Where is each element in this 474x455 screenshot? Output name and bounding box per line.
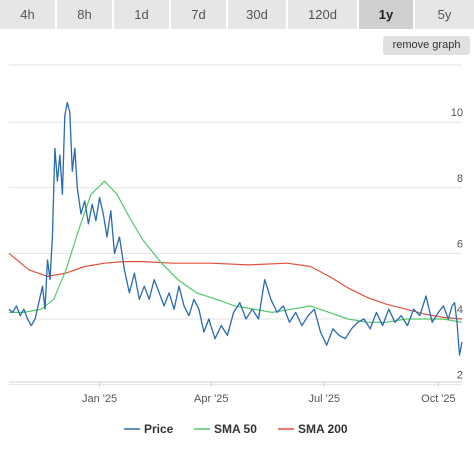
- time-range-selector: 4h 8h 1d 7d 30d 120d 1y 5y: [0, 0, 474, 30]
- y-tick-label: 8: [457, 173, 463, 185]
- range-button-1d[interactable]: 1d: [114, 0, 171, 29]
- legend: Price SMA 50 SMA 200: [124, 422, 348, 436]
- legend-label: SMA 200: [298, 422, 348, 436]
- x-tick-label: Jul '25: [309, 393, 340, 405]
- y-axis-ticks: 2 4 6 8 10: [451, 107, 463, 381]
- x-tick-label: Oct '25: [421, 393, 456, 405]
- legend-label: Price: [144, 422, 174, 436]
- series-line-price: [8, 101, 463, 356]
- y-tick-label: 4: [457, 304, 463, 316]
- y-tick-label: 2: [457, 370, 463, 382]
- x-tick-label: Jan '25: [82, 393, 117, 405]
- range-button-5y[interactable]: 5y: [415, 0, 474, 29]
- range-button-8h[interactable]: 8h: [57, 0, 114, 29]
- grid-lines: [9, 64, 462, 386]
- series-lines: [8, 101, 463, 356]
- series-line-sma-200: [8, 252, 463, 320]
- y-tick-label: 10: [451, 107, 463, 119]
- range-button-120d[interactable]: 120d: [288, 0, 359, 29]
- x-axis-ticks: Jan '25 Apr '25 Jul '25 Oct '25: [82, 382, 456, 405]
- y-tick-label: 6: [457, 238, 463, 250]
- range-button-1y[interactable]: 1y: [359, 0, 415, 29]
- legend-label: SMA 50: [214, 422, 257, 436]
- range-button-30d[interactable]: 30d: [228, 0, 288, 29]
- series-line-sma-50: [9, 180, 463, 323]
- remove-graph-button[interactable]: remove graph: [383, 36, 470, 55]
- x-tick-label: Apr '25: [194, 393, 229, 405]
- range-button-4h[interactable]: 4h: [0, 0, 57, 29]
- range-button-7d[interactable]: 7d: [171, 0, 228, 29]
